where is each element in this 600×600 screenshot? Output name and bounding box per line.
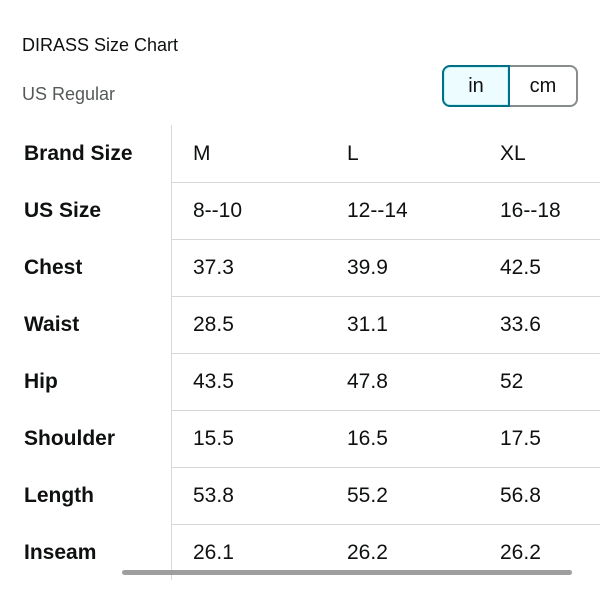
table-cell: 47.8 [347,369,388,393]
row-header: US Size [24,198,102,222]
table-row: Waist 28.5 31.1 33.6 [0,296,600,354]
row-divider [172,239,600,240]
row-header: Brand Size [24,141,133,165]
table-row: Brand Size M L XL [0,125,600,183]
row-divider [172,410,600,411]
size-chart-title: DIRASS Size Chart [22,35,179,55]
table-cell: 26.1 [193,540,234,564]
table-row: Chest 37.3 39.9 42.5 [0,239,600,297]
table-cell: 17.5 [500,426,541,450]
row-divider [172,353,600,354]
size-table: Brand Size M L XL US Size 8--10 12--14 1… [0,125,600,580]
table-cell: XL [500,141,526,165]
table-cell: 56.8 [500,483,541,507]
table-cell: 26.2 [500,540,541,564]
table-row: US Size 8--10 12--14 16--18 [0,182,600,240]
unit-toggle: in cm [442,65,578,107]
unit-in-button[interactable]: in [442,65,510,107]
table-row: Shoulder 15.5 16.5 17.5 [0,410,600,468]
table-row: Inseam 26.1 26.2 26.2 [0,524,600,581]
row-divider [172,467,600,468]
table-row: Hip 43.5 47.8 52 [0,353,600,411]
row-divider [172,296,600,297]
table-cell: 15.5 [193,426,234,450]
table-cell: M [193,141,211,165]
table-cell: 39.9 [347,255,388,279]
table-cell: L [347,141,359,165]
row-header: Waist [24,312,80,336]
row-header: Length [24,483,94,507]
row-header: Inseam [24,540,97,564]
horizontal-scrollbar[interactable] [122,570,572,575]
row-header: Shoulder [24,426,116,450]
table-cell: 8--10 [193,198,243,222]
row-header: Chest [24,255,83,279]
table-cell: 28.5 [193,312,234,336]
table-cell: 31.1 [347,312,388,336]
table-cell: 52 [500,369,524,393]
table-cell: 55.2 [347,483,388,507]
table-cell: 16.5 [347,426,388,450]
table-cell: 12--14 [347,198,408,222]
row-divider [172,524,600,525]
row-divider [172,182,600,183]
table-cell: 33.6 [500,312,541,336]
unit-cm-button[interactable]: cm [510,65,578,107]
column-divider [171,125,172,580]
table-cell: 16--18 [500,198,561,222]
table-cell: 53.8 [193,483,234,507]
table-cell: 42.5 [500,255,541,279]
size-chart-subtitle: US Regular [22,84,116,104]
table-cell: 37.3 [193,255,234,279]
table-cell: 43.5 [193,369,234,393]
row-header: Hip [24,369,58,393]
table-row: Length 53.8 55.2 56.8 [0,467,600,525]
table-cell: 26.2 [347,540,388,564]
